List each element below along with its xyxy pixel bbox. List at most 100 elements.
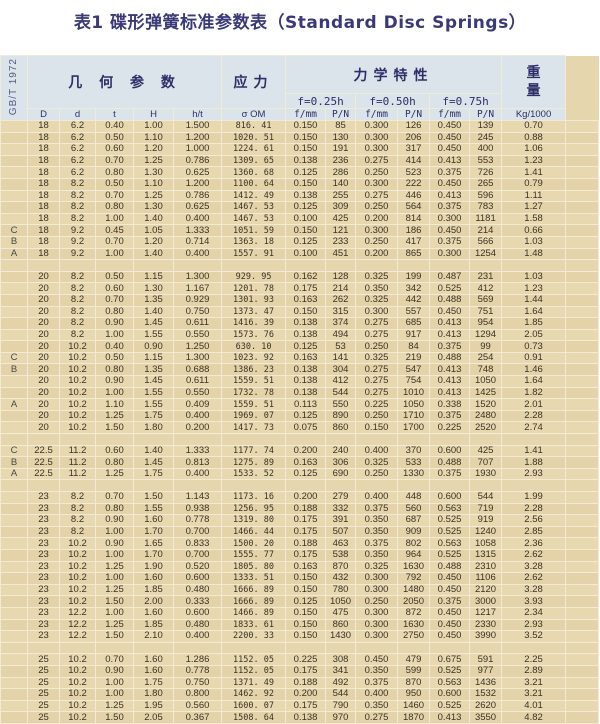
table-cell: 0.80 (95, 456, 134, 469)
class-cell (0, 293, 28, 307)
table-cell: 1.15 (133, 270, 174, 284)
class-cell (0, 491, 28, 504)
table-cell: 687 (397, 514, 431, 527)
table-cell: 919 (469, 514, 503, 527)
table-cell: 0.250 (355, 235, 399, 249)
table-cell: 0.175 (285, 664, 327, 678)
table-cell: 0.90 (95, 375, 134, 388)
empty-cell (0, 641, 28, 655)
table-cell: 0.125 (285, 595, 327, 608)
table-cell: 1.03 (501, 235, 567, 249)
empty-cell (0, 259, 28, 272)
table-cell: 0.625 (172, 201, 223, 214)
table-cell: 1.85 (133, 618, 174, 632)
table-cell: 2.28 (501, 409, 567, 423)
table-cell: 412 (325, 375, 357, 388)
table-cell: 0.200 (355, 247, 399, 261)
table-cell: 0.73 (501, 340, 567, 353)
table-row: 23 8.2 0.70 1.50 1.143 1173. 16 0.200 279 0.400 4… (0, 491, 600, 504)
table-cell: 128 (325, 270, 357, 284)
geometry-header: 几 何 参 数 (26, 55, 223, 109)
table-cell: 10.2 (59, 363, 96, 377)
table-cell: 0.600 (172, 572, 223, 585)
table-row: 25 10.2 1.25 1.95 0.560 1600. 07 0.175 790 0.350… (0, 699, 600, 713)
empty-cell (565, 630, 600, 643)
table-cell: 0.200 (285, 444, 327, 458)
table-cell: 2480 (469, 409, 503, 423)
table-cell: 10.2 (59, 572, 96, 585)
table-cell: 0.480 (172, 618, 223, 632)
table-cell: 0.400 (355, 688, 399, 701)
table-cell: 0.375 (429, 166, 471, 179)
table-cell: 8.2 (59, 270, 96, 284)
table-cell: 1462. 92 (221, 688, 287, 701)
table-cell: 0.488 (429, 560, 471, 574)
table-cell: 0.400 (172, 247, 223, 261)
table-cell: 18 (27, 224, 60, 237)
table-row: A 18 9.2 1.00 1.40 0.400 1557. 91 0.100 451 0.200… (0, 247, 600, 261)
table-cell: 1152. 05 (221, 664, 287, 678)
table-cell: 126 (397, 120, 431, 133)
table-cell: 0.91 (501, 351, 567, 365)
empty-cell (27, 479, 60, 492)
table-cell: 0.125 (285, 409, 327, 423)
table-cell: 872 (397, 606, 431, 620)
table-cell: 0.250 (355, 166, 399, 179)
table-cell: 560 (397, 502, 431, 516)
empty-cell (565, 143, 600, 156)
table-cell: 0.70 (95, 293, 134, 307)
table-cell: 1557. 91 (221, 247, 287, 261)
table-cell: 0.150 (285, 618, 327, 632)
table-cell: 9.2 (59, 247, 96, 261)
table-row: 25 10.2 1.00 1.75 0.750 1371. 49 0.188 492 0.375… (0, 676, 600, 690)
table-cell: 0.150 (285, 143, 327, 156)
table-cell: 1.25 (133, 189, 174, 203)
empty-cell (565, 664, 600, 678)
table-cell: 2.93 (501, 618, 567, 632)
table-cell: 1.75 (133, 409, 174, 423)
table-cell: 0.50 (95, 351, 134, 365)
class-cell (0, 201, 28, 214)
table-cell: 0.675 (429, 653, 471, 666)
table-cell: 0.150 (285, 572, 327, 585)
table-cell: 0.929 (172, 293, 223, 307)
table-cell: 748 (469, 363, 503, 377)
table-cell: 0.163 (285, 560, 327, 574)
empty-cell (565, 595, 600, 608)
empty-cell (565, 235, 600, 249)
column-header: P/N (325, 108, 357, 121)
table-cell: 929. 95 (221, 270, 287, 284)
table-cell: 0.150 (355, 421, 399, 435)
class-cell (0, 676, 28, 690)
table-cell: 1.41 (501, 166, 567, 179)
table-cell: 0.075 (285, 421, 327, 435)
table-cell: 23 (27, 502, 60, 516)
empty-cell (565, 177, 600, 191)
table-cell: 860 (325, 421, 357, 435)
table-cell: 1.65 (133, 537, 174, 550)
class-cell: B (0, 456, 28, 469)
table-cell: 1.00 (95, 606, 134, 620)
table-cell: 0.600 (172, 606, 223, 620)
table-cell: 0.300 (355, 131, 399, 145)
table-cell: 1.58 (501, 212, 567, 226)
empty-cell (565, 351, 600, 365)
table-cell: 3.21 (501, 676, 567, 690)
table-cell: 0.563 (429, 537, 471, 550)
table-cell: 0.88 (501, 131, 567, 145)
table-cell: 1.45 (133, 317, 174, 330)
table-cell: 10.2 (59, 409, 96, 423)
table-cell: 1.50 (133, 491, 174, 504)
table-cell: 414 (397, 154, 431, 168)
table-cell: 236 (325, 154, 357, 168)
table-cell: 3.28 (501, 560, 567, 574)
table-cell: 1710 (397, 409, 431, 423)
table-cell: 2.25 (501, 653, 567, 666)
table-cell: 1.99 (501, 491, 567, 504)
table-cell: 0.79 (501, 177, 567, 191)
table-cell: 550 (325, 398, 357, 411)
table-cell: 1.46 (501, 363, 567, 377)
table-row: 20 8.2 0.90 1.45 0.611 1416. 39 0.138 374 0.275 6… (0, 317, 600, 330)
table-cell: 222 (397, 177, 431, 191)
class-cell (0, 421, 28, 435)
